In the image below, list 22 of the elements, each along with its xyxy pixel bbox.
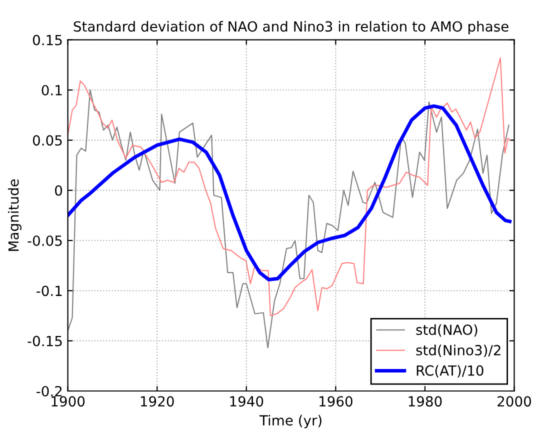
y-tick-label: -0.15 bbox=[28, 336, 62, 346]
legend-label: RC(AT)/10 bbox=[416, 365, 484, 378]
chart-title: Standard deviation of NAO and Nino3 in relation to AMO phase bbox=[74, 20, 508, 34]
y-tick-label: 0.05 bbox=[32, 135, 62, 146]
line-series bbox=[68, 104, 512, 282]
x-axis-title: Time (yr) bbox=[259, 414, 322, 428]
x-tick-label: 1940 bbox=[230, 396, 264, 407]
line-series bbox=[68, 57, 510, 316]
y-tick-label: 0.15 bbox=[32, 34, 62, 46]
x-tick-label: 1900 bbox=[52, 396, 85, 407]
y-tick-label: -0.05 bbox=[28, 235, 62, 246]
y-axis-title: Magnitude bbox=[8, 179, 22, 251]
y-tick-label: 0.1 bbox=[42, 84, 62, 96]
x-tick-label: 2000 bbox=[498, 396, 531, 407]
legend-label: std(Nino3)/2 bbox=[416, 344, 500, 358]
y-tick-label: -0.1 bbox=[36, 286, 62, 296]
x-tick-label: 1980 bbox=[408, 396, 442, 407]
x-tick-label: 1920 bbox=[140, 396, 174, 407]
legend-label: std(NAO) bbox=[416, 324, 478, 337]
y-tick-label: 0 bbox=[55, 185, 62, 196]
y-tick-label: -0.2 bbox=[36, 386, 62, 396]
x-tick-label: 1960 bbox=[320, 396, 352, 407]
